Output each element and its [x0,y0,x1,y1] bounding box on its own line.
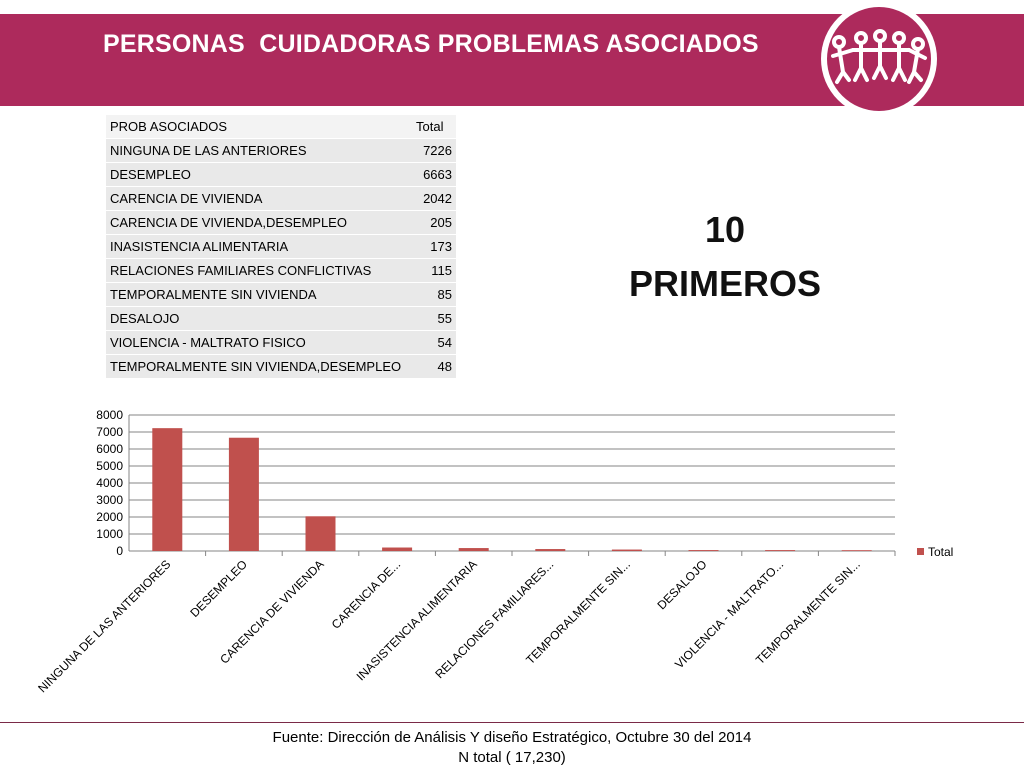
table-row: DESALOJO 55 [106,306,456,331]
table-row: TEMPORALMENTE SIN VIVIENDA,DESEMPLEO 48 [106,354,456,379]
table-cell-total: 7226 [412,138,456,163]
x-tick-label: DESEMPLEO [187,557,250,620]
y-tick-label: 1000 [96,527,123,541]
bar [305,516,336,551]
bar [841,550,872,551]
table-cell-problem: RELACIONES FAMILIARES CONFLICTIVAS [106,258,412,283]
table-cell-total: 115 [412,258,456,283]
bar [611,549,642,551]
column-header-total: Total [412,115,456,139]
footer-source: Fuente: Dirección de Análisis Y diseño E… [272,729,752,746]
column-header-problem: PROB ASOCIADOS [106,115,412,139]
people-icon [831,29,927,84]
table-cell-problem: TEMPORALMENTE SIN VIVIENDA [106,282,412,307]
table-cell-problem: TEMPORALMENTE SIN VIVIENDA,DESEMPLEO [106,354,412,379]
table-cell-total: 205 [412,210,456,235]
y-tick-label: 4000 [96,476,123,490]
bar [382,547,413,551]
table-cell-total: 173 [412,234,456,259]
bar [535,549,566,551]
table-cell-total: 85 [412,282,456,307]
y-tick-label: 7000 [96,425,123,439]
table-cell-total: 6663 [412,162,456,187]
table-row: NINGUNA DE LAS ANTERIORES 7226 [106,138,456,163]
bar [228,437,259,551]
table-cell-problem: CARENCIA DE VIVIENDA [106,186,412,211]
table-row: CARENCIA DE VIVIENDA,DESEMPLEO 205 [106,210,456,235]
table-cell-problem: DESEMPLEO [106,162,412,187]
bar [688,550,719,551]
y-tick-label: 5000 [96,459,123,473]
y-tick-label: 0 [116,544,123,558]
table-cell-problem: INASISTENCIA ALIMENTARIA [106,234,412,259]
table-cell-problem: CARENCIA DE VIVIENDA,DESEMPLEO [106,210,412,235]
table-row: INASISTENCIA ALIMENTARIA 173 [106,234,456,259]
people-holding-hands-logo [821,1,937,117]
table-row: DESEMPLEO 6663 [106,162,456,187]
footer: Fuente: Dirección de Análisis Y diseño E… [0,728,1024,768]
table-cell-total: 2042 [412,186,456,211]
x-tick-label: NINGUNA DE LAS ANTERIORES [35,557,173,695]
y-tick-label: 3000 [96,493,123,507]
x-tick-label: DESALOJO [654,557,709,612]
legend-label: Total [928,545,953,559]
bar [765,550,796,551]
legend-swatch [917,548,924,555]
footer-divider [0,722,1024,723]
y-tick-label: 6000 [96,442,123,456]
bar [152,428,183,551]
y-tick-label: 2000 [96,510,123,524]
top-ten-callout: 10 PRIMEROS [580,203,870,311]
table-row: RELACIONES FAMILIARES CONFLICTIVAS 115 [106,258,456,283]
x-tick-label: INASISTENCIA ALIMENTARIA [354,557,480,683]
table-cell-total: 48 [412,354,456,379]
y-tick-label: 8000 [96,408,123,422]
table-row: VIOLENCIA - MALTRATO FISICO 54 [106,330,456,355]
table-row: CARENCIA DE VIVIENDA 2042 [106,186,456,211]
table-cell-total: 55 [412,306,456,331]
x-tick-label: CARENCIA DE... [329,557,404,632]
bar-chart: 0 1000 2000 3000 4000 5000 6000 7000 8000 NINGUNA… [35,408,953,695]
table-cell-total: 54 [412,330,456,355]
table-header-row: PROB ASOCIADOS Total [106,115,456,139]
callout-number: 10 [704,209,746,250]
problems-table: PROB ASOCIADOS Total NINGUNA DE LAS ANTE… [106,115,456,379]
table-cell-problem: NINGUNA DE LAS ANTERIORES [106,138,412,163]
callout-label: PRIMEROS [628,263,822,304]
table-cell-problem: DESALOJO [106,306,412,331]
table-cell-problem: VIOLENCIA - MALTRATO FISICO [106,330,412,355]
page-title: PERSONAS CUIDADORAS PROBLEMAS ASOCIADOS [103,30,759,58]
footer-total: N total ( 17,230) [458,749,566,766]
bar [458,548,489,551]
table-row: TEMPORALMENTE SIN VIVIENDA 85 [106,282,456,307]
